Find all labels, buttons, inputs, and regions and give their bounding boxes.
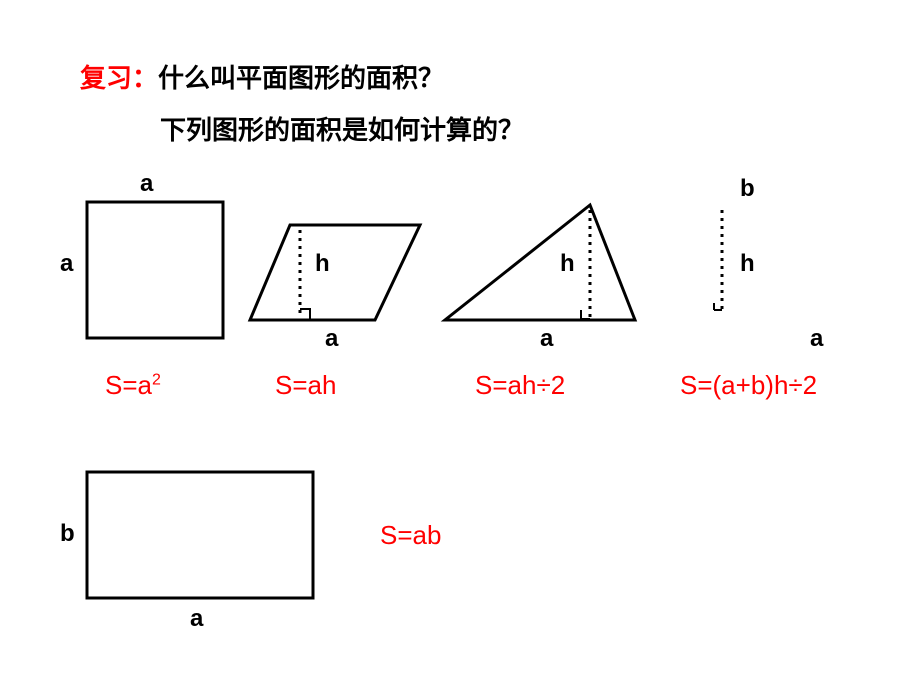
formula-trapezoid: S=(a+b)h÷2: [680, 370, 817, 401]
formula-parallelogram: S=ah: [275, 370, 336, 401]
formula-triangle: S=ah÷2: [475, 370, 565, 401]
parallelogram-shape: [245, 220, 425, 330]
heading-line-1-rest: 什么叫平面图形的面积？: [158, 63, 444, 93]
trapezoid-shape: [700, 205, 820, 325]
rectangle-label-b: b: [60, 520, 75, 548]
trapezoid-label-b: b: [740, 175, 755, 203]
triangle-shape: [440, 200, 640, 330]
triangle-label-a: a: [540, 325, 553, 353]
heading-line-2: 下列图形的面积是如何计算的？: [160, 110, 524, 147]
parallelogram-label-h: h: [315, 250, 330, 278]
square-label-left: a: [60, 250, 73, 278]
heading-line-1: 复习：什么叫平面图形的面积？: [80, 58, 444, 95]
parallelogram-label-a: a: [325, 325, 338, 353]
heading-prefix: 复习：: [80, 63, 158, 93]
square-label-top: a: [140, 170, 153, 198]
triangle-label-h: h: [560, 250, 575, 278]
formula-square-pre: S=a: [105, 370, 152, 400]
formula-rectangle: S=ab: [380, 520, 441, 551]
square-shape: [85, 200, 225, 340]
trapezoid-label-h: h: [740, 250, 755, 278]
formula-square: S=a2: [105, 370, 161, 401]
rectangle-shape: [85, 470, 315, 600]
formula-square-sup: 2: [152, 371, 161, 388]
trapezoid-label-a: a: [810, 325, 823, 353]
rectangle-label-a: a: [190, 605, 203, 633]
